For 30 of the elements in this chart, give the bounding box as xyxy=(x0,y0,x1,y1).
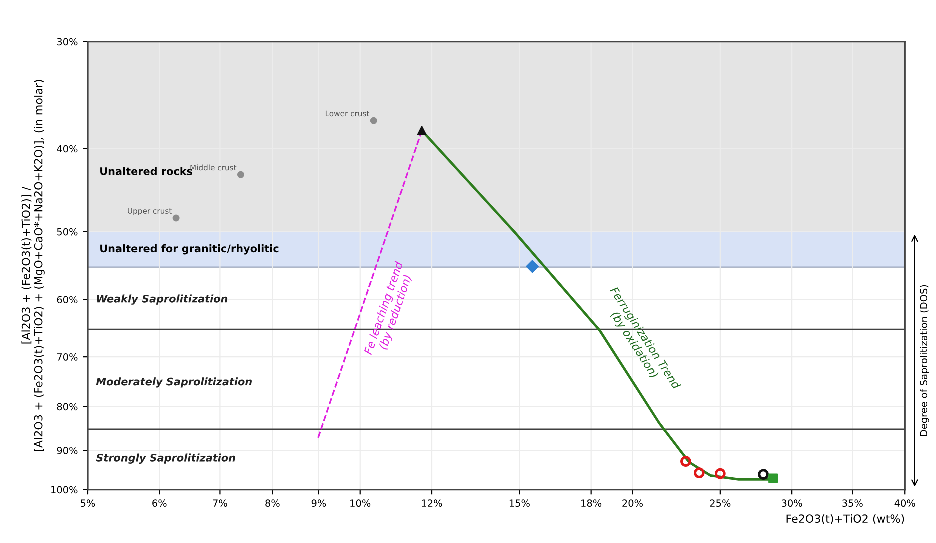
annotation: Strongly Saprolitization xyxy=(96,454,236,464)
y-tick-label: 70% xyxy=(57,354,78,361)
x-tick-label: 10% xyxy=(350,500,371,508)
y-tick-label: 80% xyxy=(57,403,78,411)
y-tick-label: 40% xyxy=(57,145,78,153)
y-tick-label: 90% xyxy=(57,447,78,454)
y-tick-label: 30% xyxy=(57,38,78,46)
x-tick-label: 20% xyxy=(622,500,644,508)
band-label: Unaltered for granitic/rhyolitic xyxy=(100,244,279,255)
x-tick-label: 12% xyxy=(422,500,442,508)
annotation: Moderately Saprolitization xyxy=(96,378,252,388)
x-tick-label: 35% xyxy=(842,500,863,508)
y-axis-title: [Al2O3 + (Fe2O3(t)+TiO2)] / [Al2O3 + (Fe2O3(t)+TiO2) + (MgO+CaO*+Na2O+K2O)], (in molar) xyxy=(22,80,45,452)
x-tick-label: 6% xyxy=(152,500,167,508)
x-tick-label: 5% xyxy=(81,500,96,508)
x-tick-label: 25% xyxy=(710,500,731,508)
y-tick-label: 100% xyxy=(52,486,78,494)
text: Degree of Saprolitization (DOS) xyxy=(920,285,930,436)
x-tick-label: 40% xyxy=(894,500,916,508)
annotation: Weakly Saprolitization xyxy=(97,294,228,305)
x-tick-label: 18% xyxy=(582,500,602,508)
band-label: Unaltered rocks xyxy=(100,167,193,176)
y-tick-label: 50% xyxy=(57,228,78,236)
x-tick-label: 8% xyxy=(266,500,280,508)
x-axis-title: Fe2O3(t)+TiO2 (wt%) xyxy=(786,514,904,524)
x-tick-label: 30% xyxy=(782,500,802,508)
y-tick-label: 60% xyxy=(57,296,78,304)
x-tick-label: 15% xyxy=(510,500,530,508)
x-tick-label: 7% xyxy=(213,500,228,508)
x-tick-label: 9% xyxy=(312,500,326,508)
